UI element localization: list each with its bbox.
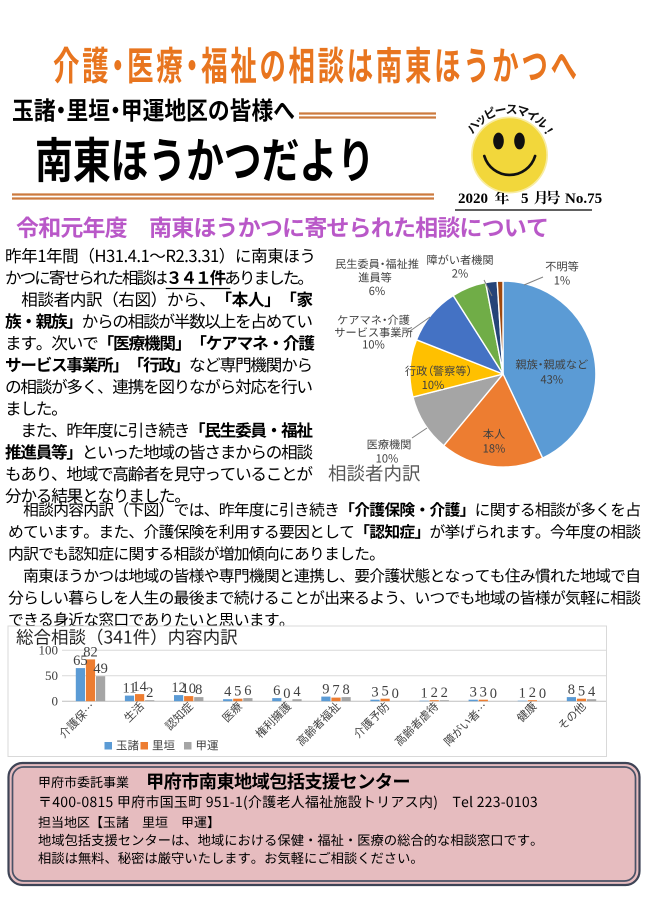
svg-text:0: 0	[490, 686, 497, 702]
svg-text:6: 6	[244, 683, 251, 699]
svg-text:No.75: No.75	[565, 191, 602, 207]
svg-text:1: 1	[519, 686, 526, 702]
svg-text:11: 11	[123, 681, 137, 697]
svg-text:3: 3	[480, 685, 487, 701]
svg-text:12: 12	[171, 680, 186, 696]
svg-text:14: 14	[132, 679, 147, 695]
svg-text:7: 7	[332, 683, 339, 699]
svg-text:4: 4	[293, 684, 301, 700]
svg-text:49: 49	[93, 661, 108, 677]
svg-text:5: 5	[578, 684, 585, 700]
svg-text:4: 4	[588, 684, 596, 700]
svg-text:9: 9	[322, 682, 329, 698]
svg-text:1: 1	[420, 686, 427, 702]
svg-text:5: 5	[381, 684, 388, 700]
svg-text:0: 0	[52, 694, 59, 709]
svg-text:3: 3	[470, 685, 477, 701]
svg-text:65: 65	[73, 653, 88, 669]
svg-text:2020: 2020	[458, 191, 488, 207]
svg-text:0: 0	[539, 686, 546, 702]
svg-text:5: 5	[521, 191, 529, 207]
svg-text:8: 8	[195, 682, 202, 698]
svg-text:2: 2	[431, 685, 438, 701]
svg-text:3: 3	[371, 685, 378, 701]
svg-text:0: 0	[392, 686, 399, 702]
svg-text:82: 82	[83, 644, 98, 660]
svg-text:2: 2	[529, 685, 536, 701]
svg-text:50: 50	[45, 668, 58, 683]
svg-text:6: 6	[273, 683, 280, 699]
svg-text:100: 100	[39, 643, 59, 658]
svg-text:8: 8	[342, 682, 349, 698]
svg-text:2: 2	[441, 685, 448, 701]
svg-text:0: 0	[283, 686, 290, 702]
svg-text:5: 5	[234, 684, 241, 700]
svg-text:10: 10	[181, 681, 196, 697]
svg-text:8: 8	[568, 682, 575, 698]
svg-text:2: 2	[146, 685, 153, 701]
svg-text:4: 4	[224, 684, 232, 700]
